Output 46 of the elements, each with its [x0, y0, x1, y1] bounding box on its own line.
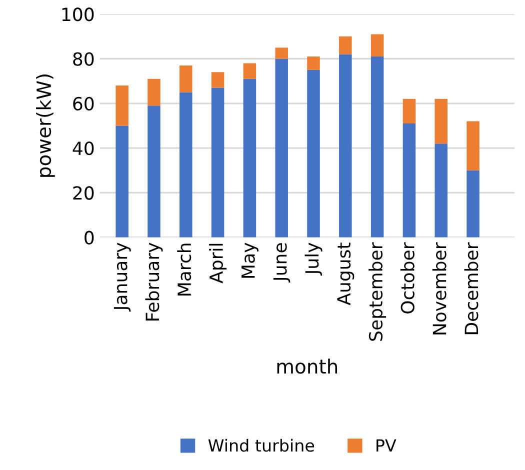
bar [307, 70, 320, 238]
bar [275, 48, 288, 59]
bar [180, 92, 192, 238]
x-tick-label: September [368, 242, 386, 341]
bar [148, 78, 160, 106]
y-tick-label: 40 [72, 142, 94, 156]
bar [466, 121, 480, 170]
bar [339, 36, 352, 54]
y-tick-label: 0 [84, 230, 94, 244]
x-tick-label: June [273, 243, 290, 282]
x-tick-label: August [337, 242, 354, 306]
x-tick-label: January [114, 242, 131, 312]
bar [434, 98, 448, 144]
x-tick-label: February [145, 242, 163, 320]
bar [466, 170, 480, 238]
y-tick-label: 60 [73, 96, 94, 111]
x-tick-label: March [177, 244, 192, 296]
bar [243, 63, 256, 79]
bar [148, 106, 160, 238]
bar [243, 78, 256, 238]
bar [116, 126, 128, 238]
y-tick-label: 100 [62, 8, 94, 22]
bar [116, 86, 128, 126]
bar [370, 56, 384, 238]
x-axis-title: month [277, 358, 338, 374]
y-tick-label: 20 [73, 186, 94, 200]
x-tick-label: July [304, 242, 322, 276]
x-tick-label: May [242, 242, 258, 278]
bar [339, 54, 352, 238]
y-axis-title: power(kW) [36, 74, 55, 177]
bar [211, 72, 224, 88]
bar [402, 98, 416, 124]
bar [370, 34, 384, 57]
y-tick-label: 80 [73, 52, 94, 66]
bar [275, 58, 288, 238]
x-tick-label: November [432, 242, 446, 334]
bar [402, 123, 416, 238]
bar [180, 65, 192, 92]
bar [307, 56, 320, 70]
x-tick-label: December [464, 242, 478, 334]
x-tick-label: October [400, 242, 414, 314]
legend-label: PV [376, 439, 396, 452]
x-tick-label: April [209, 244, 227, 284]
legend-label: Wind turbine [208, 438, 314, 452]
bar [211, 88, 224, 238]
bar [434, 144, 448, 238]
